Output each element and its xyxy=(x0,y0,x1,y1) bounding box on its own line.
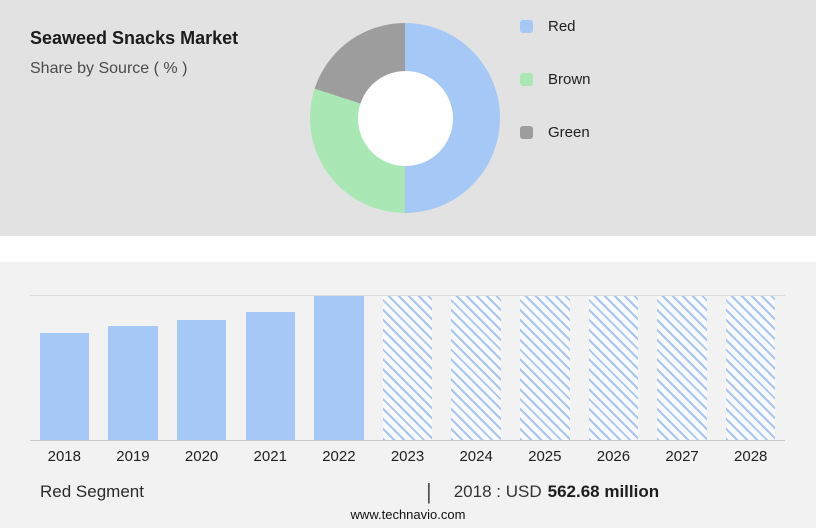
stat-label: 2018 : USD xyxy=(453,482,542,501)
summary-panel: Seaweed Snacks Market Share by Source ( … xyxy=(0,0,816,236)
bar-2022 xyxy=(314,296,364,440)
legend-label: Red xyxy=(548,18,576,35)
bar-chart xyxy=(30,295,785,441)
bar-2019 xyxy=(108,326,158,440)
x-tick-2021: 2021 xyxy=(253,448,287,465)
bar-slot-2018 xyxy=(30,296,99,440)
bar-slot-2024 xyxy=(442,296,511,440)
bar-slot-2028 xyxy=(716,296,785,440)
forecast-bar-2024 xyxy=(451,296,501,440)
legend-swatch-green xyxy=(520,126,533,139)
x-tick-2025: 2025 xyxy=(528,448,562,465)
section-divider xyxy=(0,236,816,262)
bar-2018 xyxy=(39,333,90,440)
legend-swatch-brown xyxy=(520,73,533,86)
x-tick-2018: 2018 xyxy=(47,448,81,465)
stat-group: | 2018 : USD 562.68 million xyxy=(426,478,659,506)
chart-footer: Red Segment | 2018 : USD 562.68 million xyxy=(0,478,816,506)
forecast-bar-2028 xyxy=(726,296,776,440)
legend-item-green: Green xyxy=(520,124,591,141)
website-url: www.technavio.com xyxy=(350,507,466,522)
x-tick-2022: 2022 xyxy=(322,448,356,465)
x-tick-2020: 2020 xyxy=(184,448,219,465)
x-tick-2028: 2028 xyxy=(734,448,768,465)
bar-slot-2023 xyxy=(373,296,442,440)
bar-chart-panel: 2018 2019 2020 2021 2022 2023 2024 2025 2026 2027… xyxy=(0,262,816,528)
donut-chart xyxy=(310,23,500,213)
legend-label: Green xyxy=(548,124,590,141)
legend-label: Brown xyxy=(548,71,591,88)
chart-subtitle: Share by Source ( % ) xyxy=(30,60,188,77)
bar-slot-2026 xyxy=(579,296,648,440)
bar-slot-2019 xyxy=(99,296,168,440)
vertical-separator: | xyxy=(426,479,432,504)
x-tick-2027: 2027 xyxy=(665,448,699,465)
forecast-bar-2026 xyxy=(588,296,639,440)
donut-legend: Red Brown Green xyxy=(520,0,591,141)
segment-label: Red Segment xyxy=(40,482,144,501)
page-title: Seaweed Snacks Market xyxy=(30,28,239,48)
stat-2018: 2018 : USD 562.68 million xyxy=(454,478,659,506)
forecast-bar-2023 xyxy=(382,296,433,440)
legend-swatch-red xyxy=(520,20,533,33)
bar-slot-2020 xyxy=(167,296,236,440)
bar-slot-2021 xyxy=(236,296,305,440)
bar-slot-2027 xyxy=(648,296,717,440)
x-tick-2019: 2019 xyxy=(116,448,150,465)
bar-slot-2022 xyxy=(305,296,374,440)
legend-item-red: Red xyxy=(520,18,591,35)
donut-chart-area xyxy=(310,0,500,213)
stat-value: 562.68 million xyxy=(547,482,660,501)
forecast-bar-2027 xyxy=(657,296,707,440)
legend-item-brown: Brown xyxy=(520,71,591,88)
x-tick-2026: 2026 xyxy=(596,448,631,465)
bar-slot-2025 xyxy=(510,296,579,440)
x-tick-2023: 2023 xyxy=(390,448,425,465)
x-axis-labels: 2018 2019 2020 2021 2022 2023 2024 2025 2026 2027… xyxy=(30,448,785,465)
x-tick-2024: 2024 xyxy=(459,448,493,465)
forecast-bar-2025 xyxy=(520,296,570,440)
bar-2021 xyxy=(245,311,295,440)
header: Seaweed Snacks Market Share by Source ( … xyxy=(0,0,310,78)
bar-2020 xyxy=(176,320,227,440)
